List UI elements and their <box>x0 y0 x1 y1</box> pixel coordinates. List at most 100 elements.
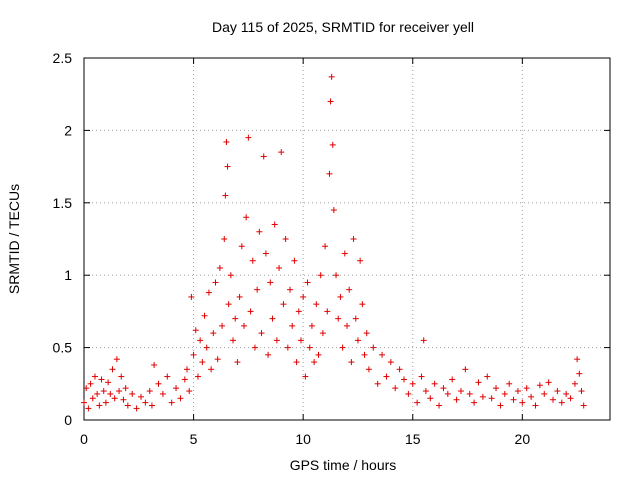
data-point <box>291 257 298 264</box>
data-point <box>554 388 561 395</box>
data-point <box>344 322 350 329</box>
y-tick-label: 1 <box>64 267 72 283</box>
data-point <box>210 330 217 337</box>
data-point <box>94 390 101 397</box>
data-point <box>541 390 548 397</box>
data-point <box>326 170 333 177</box>
data-point <box>262 250 269 257</box>
data-point <box>265 351 272 358</box>
data-point <box>365 366 372 373</box>
data-point <box>514 388 521 395</box>
data-point <box>506 380 513 387</box>
data-point <box>297 337 304 344</box>
grid-lines <box>84 58 610 420</box>
data-point <box>304 279 311 286</box>
data-point <box>444 390 451 397</box>
plot-frame <box>83 57 611 421</box>
data-point <box>238 243 245 250</box>
data-point <box>536 382 543 389</box>
data-point <box>462 366 469 373</box>
data-point <box>379 351 386 358</box>
data-point <box>247 308 254 315</box>
data-point <box>519 399 526 406</box>
chart-title: Day 115 of 2025, SRMTID for receiver yel… <box>212 19 474 35</box>
data-point <box>221 236 228 242</box>
data-point <box>208 366 215 373</box>
data-point <box>306 344 313 351</box>
data-point <box>219 322 226 329</box>
data-point <box>352 315 359 322</box>
data-point <box>190 351 197 358</box>
data-point <box>129 390 136 397</box>
data-point <box>317 272 324 279</box>
data-point <box>501 390 508 397</box>
data-point <box>245 134 252 141</box>
data-point <box>335 315 342 322</box>
y-tick-label: 1.5 <box>53 195 73 211</box>
data-point <box>201 312 208 319</box>
data-point <box>383 373 390 380</box>
data-point <box>105 379 112 386</box>
data-point <box>214 356 221 363</box>
data-point <box>329 141 336 148</box>
data-point <box>405 390 412 397</box>
data-point <box>302 373 309 380</box>
data-point <box>236 293 243 300</box>
data-point <box>348 359 355 366</box>
data-point <box>545 379 552 386</box>
data-point <box>137 393 144 400</box>
data-point <box>184 366 191 373</box>
y-tick-label: 2 <box>64 122 72 138</box>
data-point <box>98 376 105 383</box>
data-point <box>484 373 491 380</box>
data-point <box>188 293 195 300</box>
data-point <box>273 337 280 344</box>
data-point <box>100 388 107 395</box>
axis-ticks: 0 5 10 15 20 0 0.5 1 1.5 2 2.5 <box>53 50 610 447</box>
data-point <box>116 388 123 395</box>
data-point <box>370 344 377 351</box>
data-point <box>212 279 219 286</box>
data-point <box>173 385 180 392</box>
data-point <box>227 272 234 279</box>
data-point <box>479 393 486 400</box>
data-point <box>203 344 210 351</box>
data-point <box>267 279 274 286</box>
data-point <box>422 388 429 395</box>
data-point <box>89 395 96 402</box>
data-point <box>400 376 407 383</box>
data-point <box>471 399 478 406</box>
data-point <box>230 337 237 344</box>
x-tick-label: 15 <box>405 431 421 447</box>
x-axis-label: GPS time / hours <box>290 457 397 473</box>
data-point <box>243 214 250 221</box>
data-point <box>81 399 87 406</box>
data-point <box>146 388 153 395</box>
data-point <box>550 396 557 403</box>
data-point <box>563 390 570 397</box>
data-point <box>151 361 158 368</box>
x-tick-label: 0 <box>80 431 88 447</box>
data-point <box>284 344 291 351</box>
data-point <box>148 402 155 409</box>
data-point <box>258 330 265 337</box>
data-point <box>578 388 585 395</box>
data-point <box>357 257 364 264</box>
data-point <box>449 376 456 383</box>
data-point <box>192 327 199 334</box>
data-point <box>111 395 118 402</box>
data-point <box>488 395 495 402</box>
data-point <box>197 337 204 344</box>
data-point <box>133 405 140 412</box>
data-point <box>361 351 368 358</box>
data-point <box>580 402 587 409</box>
data-point <box>177 395 184 402</box>
data-point <box>427 395 434 402</box>
data-point <box>280 301 287 308</box>
data-point <box>278 149 285 156</box>
data-point <box>493 385 500 392</box>
data-point <box>392 385 399 392</box>
data-point <box>199 359 206 366</box>
data-point <box>409 380 416 387</box>
